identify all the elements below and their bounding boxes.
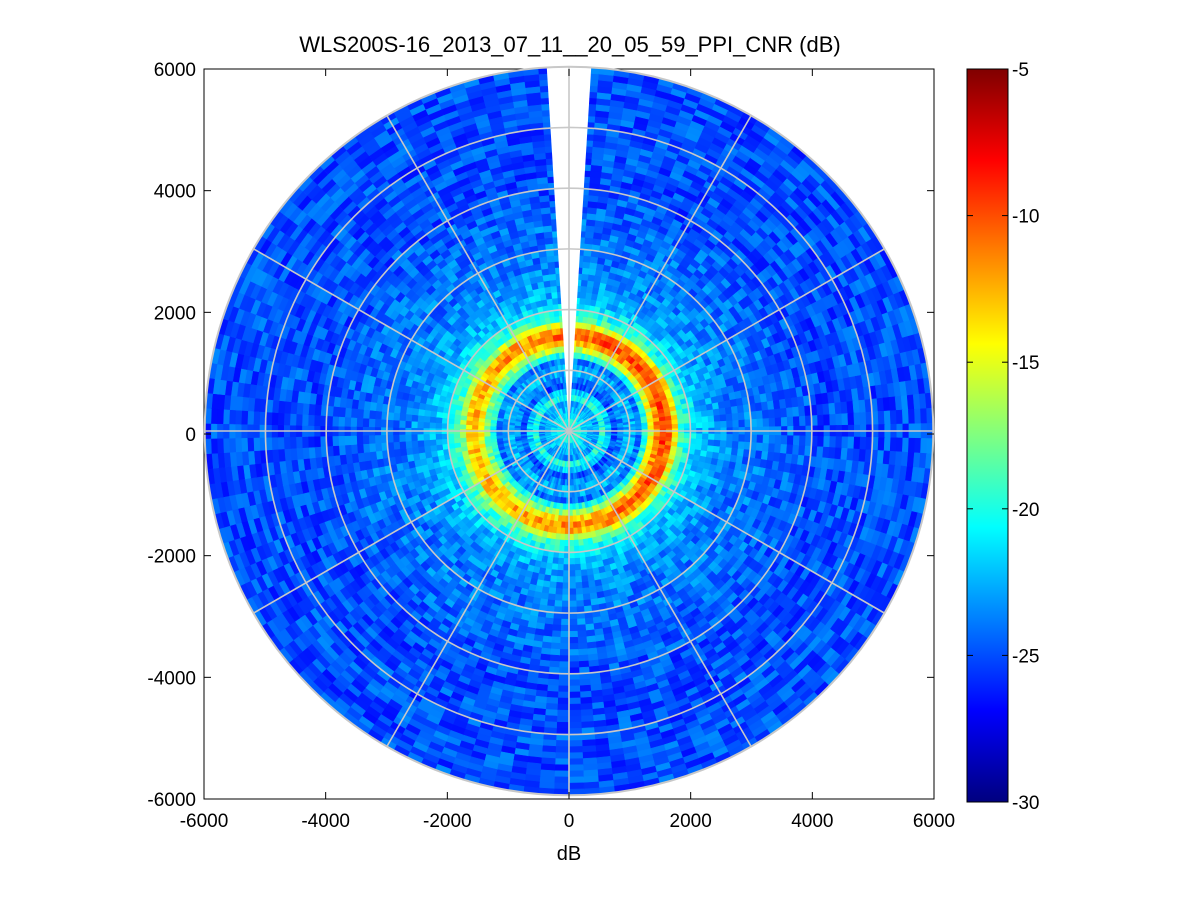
heat-cell (568, 588, 577, 596)
heat-cell (563, 558, 570, 566)
heat-cell (568, 552, 575, 560)
heat-cell (671, 432, 680, 439)
heat-cell (562, 570, 570, 578)
heat-cell (561, 588, 570, 596)
heat-cell (568, 582, 576, 590)
heat-cell (559, 643, 570, 651)
heat-cell (568, 630, 578, 639)
heat-cell (568, 643, 579, 651)
heat-cell (561, 594, 570, 602)
heat-cell (568, 564, 576, 572)
heat-cell (568, 570, 576, 578)
heat-cell (665, 424, 674, 430)
heat-cell (659, 432, 667, 438)
heat-cell (559, 649, 570, 657)
heat-cell (568, 636, 579, 645)
heat-cell (559, 655, 570, 663)
heat-cell (560, 630, 570, 639)
heat-cell (568, 576, 576, 584)
heat-cell (560, 618, 570, 627)
heat-cell (560, 612, 570, 621)
heat-cell (568, 600, 577, 608)
heat-cell (671, 423, 680, 430)
heat-cell (560, 624, 570, 633)
heat-cell (568, 558, 575, 566)
heat-cell (568, 612, 578, 621)
heat-cell (568, 624, 578, 633)
heat-cell (653, 424, 661, 430)
cnr-heatmap (205, 67, 933, 795)
heat-cell (629, 426, 637, 430)
heat-cell (559, 636, 570, 645)
heat-cell (562, 582, 570, 590)
heat-cell (568, 655, 579, 663)
heat-cell (635, 426, 643, 430)
heat-cell (558, 661, 570, 669)
plot-area: -6000 -4000 -2000 0 2000 4000 6000 60004000200… (147, 60, 955, 832)
heat-cell (647, 425, 655, 430)
heat-cell (659, 424, 667, 430)
heat-cell (561, 600, 570, 608)
heat-cell (641, 425, 649, 430)
heat-cell (568, 661, 580, 669)
heat-cell (568, 649, 579, 657)
heat-cell (562, 576, 570, 584)
heat-cell (562, 564, 570, 572)
heat-cell (568, 618, 578, 627)
heat-cell (568, 594, 577, 602)
heat-cell (571, 497, 576, 505)
heat-cell (665, 432, 674, 438)
chart-title: WLS200S-16_2013_07_11__20_05_59_PPI_CNR … (299, 32, 840, 57)
heat-cell (563, 552, 570, 560)
